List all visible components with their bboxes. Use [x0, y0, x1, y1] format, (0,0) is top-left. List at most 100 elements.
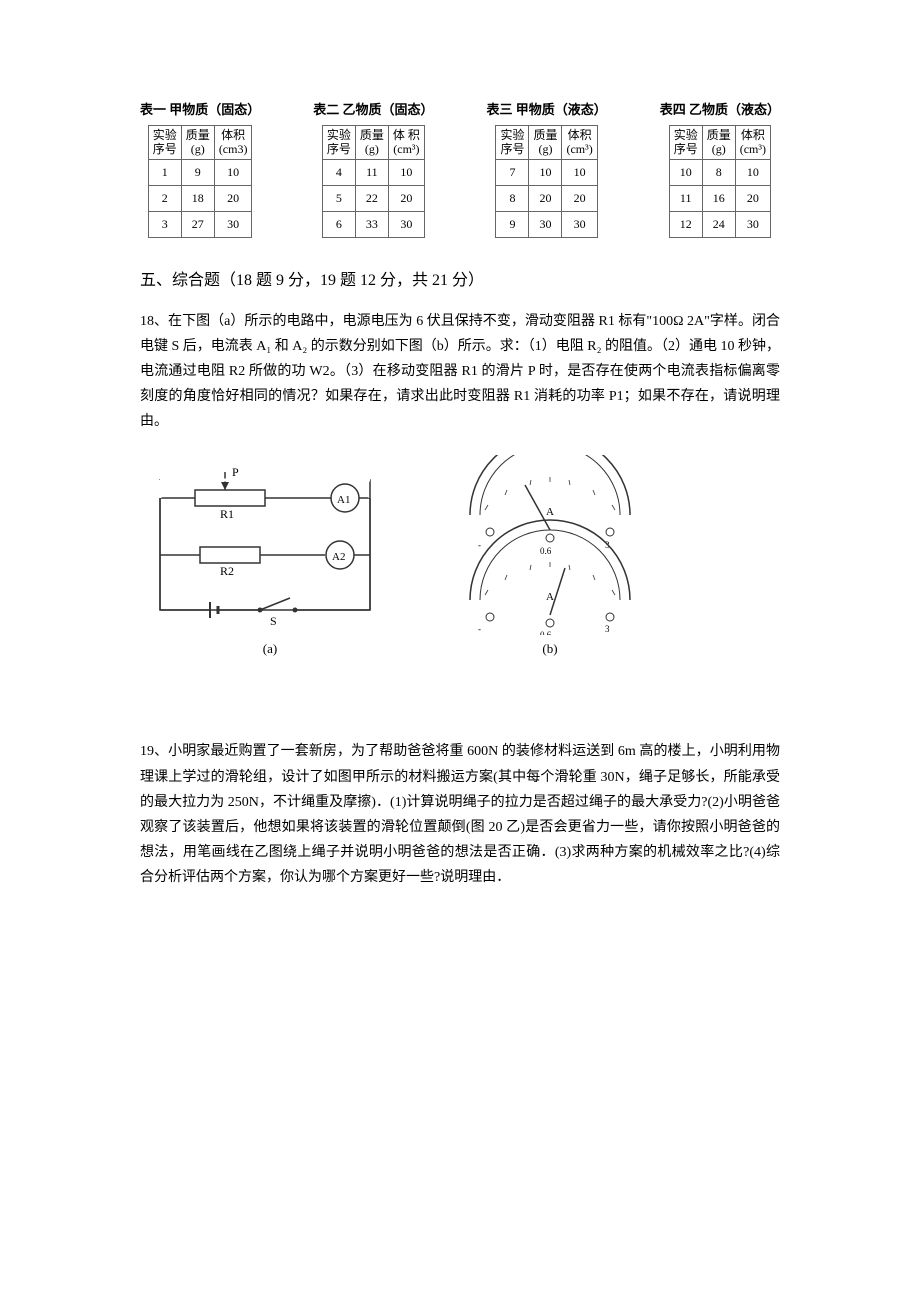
table-header: 质量(g)	[529, 125, 562, 159]
ammeter-diagram-b: A - 0.6 3 A	[440, 455, 660, 660]
circuit-diagram-a: P R1 A1 R2	[140, 455, 400, 660]
table-4-block: 表四 乙物质（液态） 实验序号 质量(g) 体积(cm³) 10810 1116…	[660, 100, 780, 238]
cell: 22	[355, 185, 388, 211]
question-18-text: 18、在下图（a）所示的电路中，电源电压为 6 伏且保持不变，滑动变阻器 R1 …	[140, 309, 780, 435]
circuit-figure: P R1 A1 R2	[140, 455, 780, 660]
cell: 27	[181, 211, 214, 237]
table-row: 111620	[669, 185, 770, 211]
table-row: 实验序号 质量(g) 体积(cm³)	[669, 125, 770, 159]
table-row: 41110	[322, 159, 424, 185]
figure-a-label: (a)	[140, 639, 400, 660]
label-s: S	[270, 614, 277, 628]
cell: 33	[355, 211, 388, 237]
table-header: 体 积(cm³)	[388, 125, 424, 159]
cell: 30	[735, 211, 770, 237]
table-header: 质量(g)	[702, 125, 735, 159]
cell: 10	[214, 159, 252, 185]
table-row: 32730	[148, 211, 252, 237]
cell: 7	[496, 159, 529, 185]
table-3-block: 表三 甲物质（液态） 实验序号 质量(g) 体积(cm³) 71010 8202…	[486, 100, 606, 238]
table-3: 实验序号 质量(g) 体积(cm³) 71010 82020 93030	[495, 125, 597, 238]
cell: 18	[181, 185, 214, 211]
cell: 10	[529, 159, 562, 185]
table-1-block: 表一 甲物质（固态） 实验序号 质量(g) 体积(cm3) 1910 21820…	[140, 100, 260, 238]
cell: 16	[702, 185, 735, 211]
cell: 2	[148, 185, 181, 211]
data-tables-row: 表一 甲物质（固态） 实验序号 质量(g) 体积(cm3) 1910 21820…	[140, 100, 780, 238]
cell: 8	[702, 159, 735, 185]
table-row: 82020	[496, 185, 597, 211]
section-heading: 五、综合题（18 题 9 分，19 题 12 分，共 21 分）	[140, 268, 780, 294]
cell: 20	[735, 185, 770, 211]
table-header: 实验序号	[669, 125, 702, 159]
cell: 1	[148, 159, 181, 185]
table-row: 52220	[322, 185, 424, 211]
figure-b-label: (b)	[440, 639, 660, 660]
cell: 20	[529, 185, 562, 211]
table-header: 体积(cm³)	[735, 125, 770, 159]
table-header: 体积(cm³)	[562, 125, 597, 159]
cell: 6	[322, 211, 355, 237]
terminal-label: 3	[605, 624, 610, 634]
table-row: 122430	[669, 211, 770, 237]
table-row: 10810	[669, 159, 770, 185]
cell: 4	[322, 159, 355, 185]
table-1: 实验序号 质量(g) 体积(cm3) 1910 21820 32730	[148, 125, 253, 238]
terminal-label: 0.6	[540, 630, 552, 635]
cell: 11	[355, 159, 388, 185]
cell: 30	[388, 211, 424, 237]
table-2-block: 表二 乙物质（固态） 实验序号 质量(g) 体 积(cm³) 41110 522…	[313, 100, 433, 238]
table-header: 质量(g)	[181, 125, 214, 159]
table-row: 71010	[496, 159, 597, 185]
cell: 12	[669, 211, 702, 237]
cell: 5	[322, 185, 355, 211]
cell: 8	[496, 185, 529, 211]
table-row: 63330	[322, 211, 424, 237]
meter-a-label: A	[546, 591, 554, 603]
table-row: 1910	[148, 159, 252, 185]
meters-svg: A - 0.6 3 A	[440, 455, 660, 635]
cell: 9	[181, 159, 214, 185]
table-row: 实验序号 质量(g) 体积(cm3)	[148, 125, 252, 159]
label-a2: A2	[332, 551, 345, 563]
label-p: P	[232, 465, 239, 479]
table-header: 质量(g)	[355, 125, 388, 159]
circuit-svg: P R1 A1 R2	[140, 455, 400, 635]
cell: 30	[562, 211, 597, 237]
table-row: 21820	[148, 185, 252, 211]
cell: 3	[148, 211, 181, 237]
table-header: 实验序号	[148, 125, 181, 159]
meter-a-label: A	[546, 506, 554, 518]
cell: 10	[669, 159, 702, 185]
table-row: 93030	[496, 211, 597, 237]
table-header: 体积(cm3)	[214, 125, 252, 159]
table-2-title: 表二 乙物质（固态）	[313, 100, 433, 121]
table-row: 实验序号 质量(g) 体积(cm³)	[496, 125, 597, 159]
terminal-label: 0.6	[540, 546, 552, 556]
terminal-label: -	[478, 540, 481, 550]
terminal-label: -	[478, 624, 481, 634]
table-header: 实验序号	[322, 125, 355, 159]
question-19-text: 19、小明家最近购置了一套新房，为了帮助爸爸将重 600N 的装修材料运送到 6…	[140, 739, 780, 890]
label-r1: R1	[220, 507, 234, 521]
cell: 9	[496, 211, 529, 237]
label-r2: R2	[220, 564, 234, 578]
cell: 10	[735, 159, 770, 185]
cell: 11	[669, 185, 702, 211]
label-a1: A1	[337, 494, 350, 506]
table-2: 实验序号 质量(g) 体 积(cm³) 41110 52220 63330	[322, 125, 425, 238]
table-1-title: 表一 甲物质（固态）	[140, 100, 260, 121]
cell: 30	[529, 211, 562, 237]
cell: 20	[388, 185, 424, 211]
table-4-title: 表四 乙物质（液态）	[660, 100, 780, 121]
cell: 20	[214, 185, 252, 211]
table-row: 实验序号 质量(g) 体 积(cm³)	[322, 125, 424, 159]
table-3-title: 表三 甲物质（液态）	[486, 100, 606, 121]
cell: 20	[562, 185, 597, 211]
cell: 10	[388, 159, 424, 185]
table-header: 实验序号	[496, 125, 529, 159]
cell: 24	[702, 211, 735, 237]
cell: 30	[214, 211, 252, 237]
table-4: 实验序号 质量(g) 体积(cm³) 10810 111620 122430	[669, 125, 771, 238]
cell: 10	[562, 159, 597, 185]
